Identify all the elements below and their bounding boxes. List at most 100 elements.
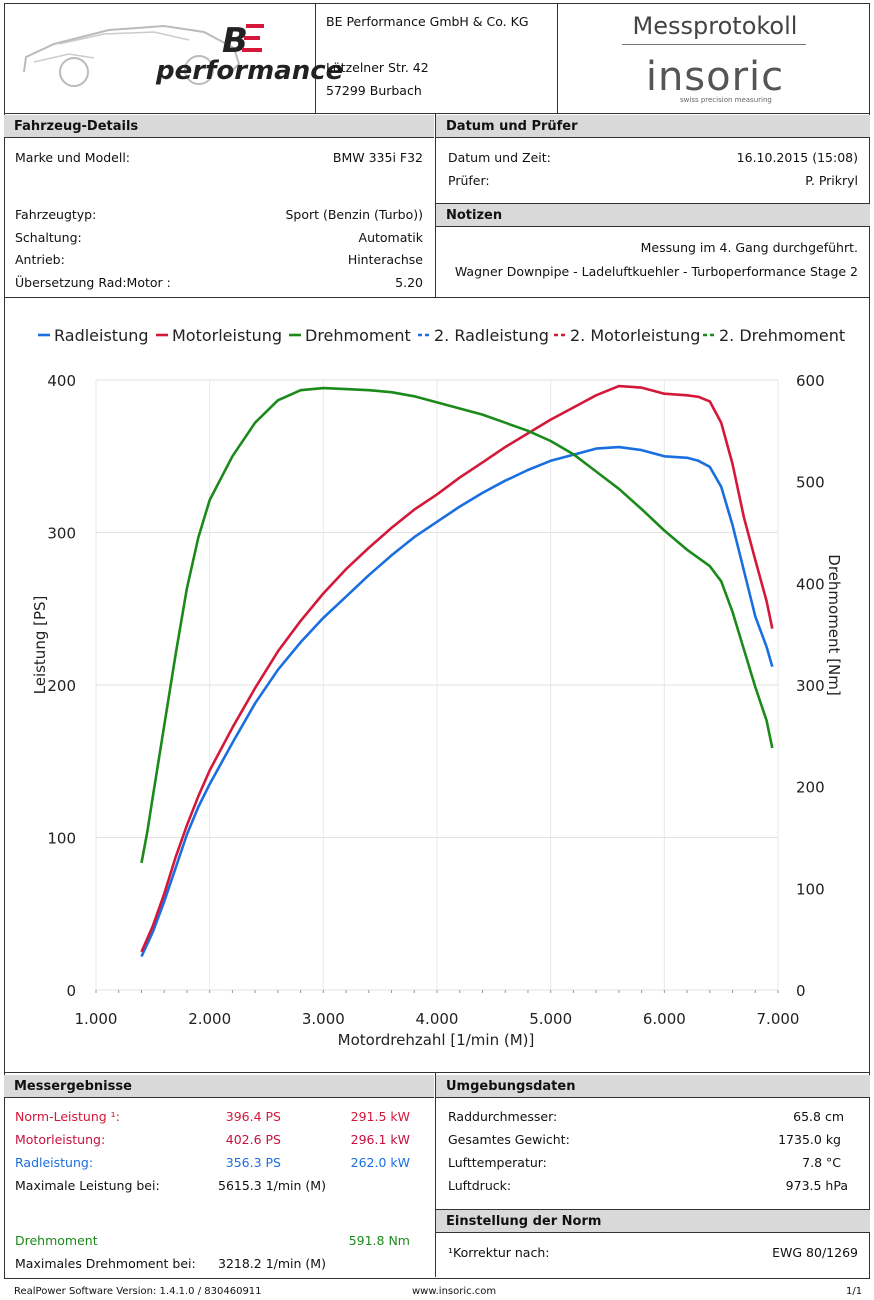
footer-page-number: 1/1 xyxy=(846,1286,863,1297)
torque-value: 591.8 Nm xyxy=(348,1233,410,1248)
legend-label: Motorleistung xyxy=(172,326,282,345)
y-tick-label: 200 xyxy=(47,677,76,695)
company-street: Lützelner Str. 42 xyxy=(326,60,429,75)
y2-tick-label: 400 xyxy=(796,575,825,593)
x-tick-label: 7.000 xyxy=(757,1010,800,1028)
norm-section-header: Einstellung der Norm xyxy=(436,1210,870,1233)
divider xyxy=(435,113,436,297)
vehicle-value-model: BMW 335i F32 xyxy=(332,150,423,165)
be-logo-mark: B xyxy=(218,20,268,63)
tester-label: Prüfer: xyxy=(448,173,490,188)
divider xyxy=(436,1209,870,1210)
protocol-title: Messprotokoll xyxy=(632,12,798,40)
series-line-drehmoment xyxy=(140,386,774,864)
x-tick-label: 6.000 xyxy=(643,1010,686,1028)
divider xyxy=(435,1072,436,1277)
x-axis-label: Motordrehzahl [1/min (M)] xyxy=(338,1031,535,1049)
max-power-rpm-value: 5615.3 1/min (M) xyxy=(218,1178,326,1193)
norm-power-label: Norm-Leistung ¹: xyxy=(15,1109,120,1124)
norm-power-ps: 396.4 PS xyxy=(225,1109,281,1124)
wheel-power-label: Radleistung: xyxy=(15,1155,94,1170)
engine-power-label: Motorleistung: xyxy=(15,1132,106,1147)
dyno-chart: Radleistung Motorleistung Drehmoment 2. Rad… xyxy=(31,326,845,1049)
notes-line-2: Wagner Downpipe - Ladeluftkuehler - Turb… xyxy=(454,264,858,279)
insoric-tagline: swiss precision measuring xyxy=(680,96,772,104)
footer-website-link[interactable]: www.insoric.com xyxy=(412,1286,497,1297)
y2-tick-label: 300 xyxy=(796,677,825,695)
divider xyxy=(315,3,316,113)
max-torque-rpm-value: 3218.2 1/min (M) xyxy=(218,1256,326,1271)
vehicle-value-ratio: 5.20 xyxy=(395,275,423,290)
divider xyxy=(4,1072,870,1073)
date-label: Datum und Zeit: xyxy=(448,150,551,165)
brand-name: performance xyxy=(156,56,344,86)
wheel-power-ps: 356.3 PS xyxy=(225,1155,281,1170)
vehicle-label-model: Marke und Modell: xyxy=(15,150,131,165)
x-tick-label: 4.000 xyxy=(416,1010,459,1028)
max-torque-rpm-label: Maximales Drehmoment bei: xyxy=(15,1256,196,1271)
y-tick-label: 100 xyxy=(47,830,76,848)
max-power-rpm-label: Maximale Leistung bei: xyxy=(15,1178,160,1193)
vehicle-label-ratio: Übersetzung Rad:Motor : xyxy=(15,275,171,290)
notes-line-1: Messung im 4. Gang durchgeführt. xyxy=(640,240,858,255)
svg-text:B: B xyxy=(222,21,248,60)
report-frame xyxy=(4,3,870,1279)
footer-software-version: RealPower Software Version: 1.4.1.0 / 83… xyxy=(14,1286,262,1297)
engine-power-kw: 296.1 kW xyxy=(350,1132,410,1147)
norm-correction-value: EWG 80/1269 xyxy=(772,1245,858,1260)
y-tick-label: 300 xyxy=(47,525,76,543)
divider xyxy=(4,297,870,298)
divider xyxy=(436,203,870,204)
env-value-wheel-diameter: 65.8 cm xyxy=(793,1109,844,1124)
torque-label: Drehmoment xyxy=(15,1233,98,1248)
env-label-air-temp: Lufttemperatur: xyxy=(448,1155,547,1170)
env-value-air-pressure: 973.5 hPa xyxy=(785,1178,848,1193)
date-value: 16.10.2015 (15:08) xyxy=(736,150,858,165)
norm-correction-label: ¹Korrektur nach: xyxy=(448,1245,550,1260)
legend-label: 2. Motorleistung xyxy=(570,326,700,345)
x-tick-label: 1.000 xyxy=(75,1010,118,1028)
env-value-weight: 1735.0 kg xyxy=(778,1132,841,1147)
y2-axis-label: Drehmoment [Nm] xyxy=(825,554,843,695)
tester-value: P. Prikryl xyxy=(805,173,858,188)
divider xyxy=(557,3,558,113)
results-section-header: Messergebnisse xyxy=(4,1075,434,1098)
y2-tick-label: 200 xyxy=(796,779,825,797)
environment-section-header: Umgebungsdaten xyxy=(436,1075,870,1098)
env-label-wheel-diameter: Raddurchmesser: xyxy=(448,1109,558,1124)
y2-tick-label: 500 xyxy=(796,474,825,492)
env-label-air-pressure: Luftdruck: xyxy=(448,1178,512,1193)
series-line-motorleistung xyxy=(140,384,774,953)
x-tick-label: 5.000 xyxy=(529,1010,572,1028)
y2-tick-label: 600 xyxy=(796,372,825,390)
legend-label: 2. Drehmoment xyxy=(719,326,845,345)
vehicle-label-drive: Antrieb: xyxy=(15,252,65,267)
y-tick-label: 0 xyxy=(66,982,76,1000)
x-tick-label: 2.000 xyxy=(188,1010,231,1028)
vehicle-section-header: Fahrzeug-Details xyxy=(4,115,434,138)
engine-power-ps: 402.6 PS xyxy=(225,1132,281,1147)
env-value-air-temp: 7.8 °C xyxy=(802,1155,841,1170)
norm-power-kw: 291.5 kW xyxy=(350,1109,410,1124)
x-tick-label: 3.000 xyxy=(302,1010,345,1028)
series-line-radleistung xyxy=(140,445,774,958)
vehicle-value-drive: Hinterachse xyxy=(347,252,423,267)
vehicle-value-gearbox: Automatik xyxy=(358,230,423,245)
divider xyxy=(4,113,870,114)
legend-label: 2. Radleistung xyxy=(434,326,549,345)
legend-label: Drehmoment xyxy=(305,326,411,345)
y2-tick-label: 0 xyxy=(796,982,806,1000)
company-name: BE Performance GmbH & Co. KG xyxy=(326,14,529,29)
vehicle-label-type: Fahrzeugtyp: xyxy=(15,207,97,222)
vehicle-label-gearbox: Schaltung: xyxy=(15,230,82,245)
insoric-logo: insoric xyxy=(645,54,785,100)
legend-label: Radleistung xyxy=(54,326,149,345)
y-axis-label: Leistung [PS] xyxy=(31,596,49,695)
car-silhouette-logo xyxy=(14,12,244,95)
y2-tick-label: 100 xyxy=(796,880,825,898)
env-label-weight: Gesamtes Gewicht: xyxy=(448,1132,570,1147)
notes-section-header: Notizen xyxy=(436,204,870,227)
y-tick-label: 400 xyxy=(47,372,76,390)
vehicle-value-type: Sport (Benzin (Turbo)) xyxy=(285,207,423,222)
company-city: 57299 Burbach xyxy=(326,83,422,98)
